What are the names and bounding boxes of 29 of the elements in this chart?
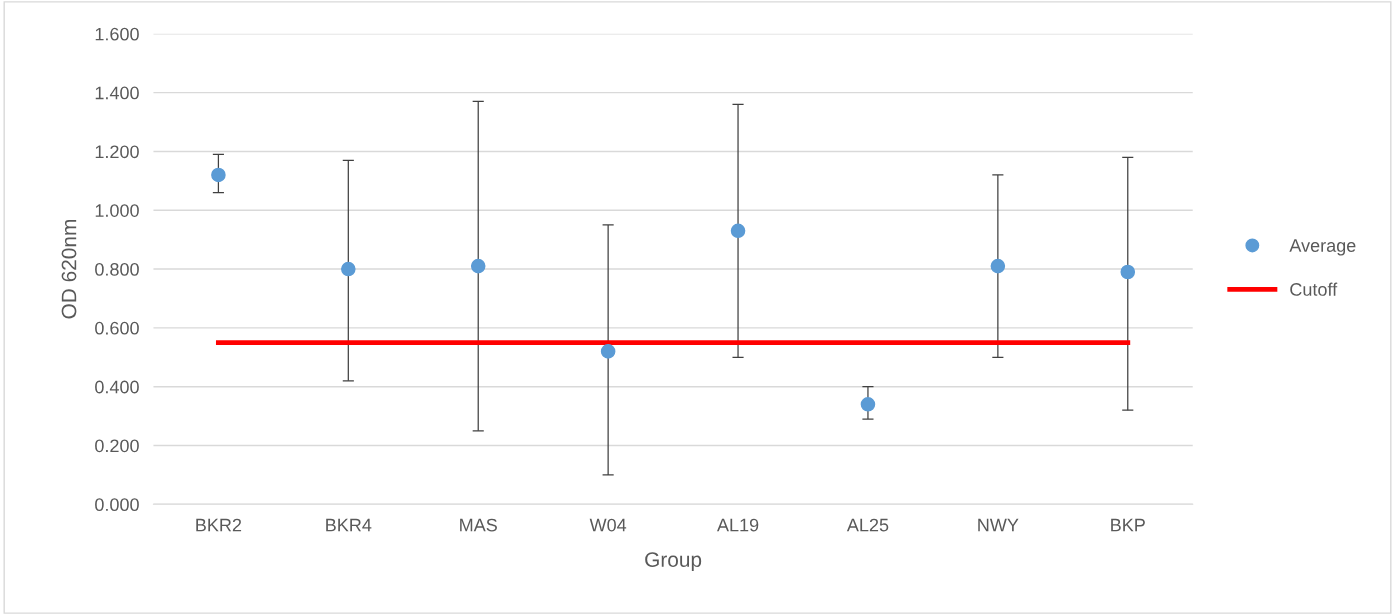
y-tick-label: 0.000	[95, 498, 139, 512]
y-tick-label: 0.800	[95, 263, 139, 276]
x-tick-label: BKR4	[326, 518, 372, 532]
point	[860, 397, 876, 412]
legend-label: Cutoff	[1290, 282, 1338, 296]
point	[600, 344, 616, 359]
point	[341, 261, 356, 277]
point	[470, 258, 486, 274]
point	[1120, 264, 1136, 280]
y-axis-title: OD 620nm	[61, 220, 77, 319]
legend-label: Average	[1289, 239, 1356, 256]
x-tick-label: AL25	[846, 518, 889, 532]
y-tick-label: 0.200	[95, 439, 139, 453]
y-tick-label: 1.400	[95, 86, 139, 100]
y-tick-label: 1.200	[95, 145, 139, 159]
y-tick-label: 0.600	[95, 321, 139, 335]
point	[211, 167, 226, 183]
x-tick-label: W04	[589, 518, 627, 532]
y-tick-label: 1.000	[95, 204, 139, 217]
y-tick-label: 0.400	[95, 380, 139, 394]
x-tick-label: BKR2	[196, 518, 242, 532]
x-tick-label: MAS	[460, 518, 497, 532]
y-tick-label: 1.600	[95, 27, 139, 41]
point	[990, 258, 1006, 274]
x-axis-title: Group	[645, 552, 702, 572]
point	[730, 223, 746, 239]
x-tick-label: NWY	[978, 518, 1019, 532]
x-tick-label: BKP	[1111, 518, 1145, 532]
x-tick-label: AL19	[717, 518, 759, 532]
